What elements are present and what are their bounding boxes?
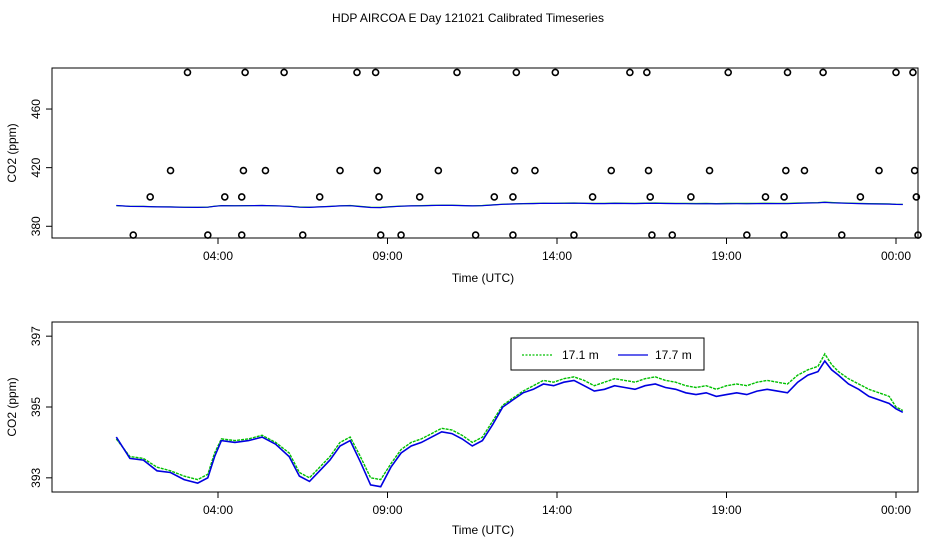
- x-tick-label: 00:00: [881, 249, 911, 263]
- calibration-point: [743, 231, 751, 239]
- calibration-point: [146, 193, 154, 201]
- x-tick-label: 19:00: [711, 503, 741, 517]
- calibration-point: [646, 193, 655, 201]
- legend-label-17-1m: 17.1 m: [562, 348, 599, 362]
- calibration-point: [643, 68, 651, 77]
- calibration-point: [471, 231, 480, 239]
- panel1-xlabel: Time (UTC): [452, 271, 514, 285]
- calibration-point: [783, 68, 792, 77]
- calibration-point: [668, 231, 677, 239]
- panel2-series-line: [115, 352, 904, 481]
- calibration-point: [280, 68, 288, 77]
- calibration-point: [724, 68, 732, 77]
- calibration-point: [837, 231, 846, 239]
- calibration-point: [626, 68, 634, 77]
- x-tick-label: 00:00: [881, 503, 911, 517]
- calibration-point: [509, 193, 517, 201]
- calibration-point: [371, 68, 380, 77]
- calibration-point: [588, 193, 597, 201]
- panel2-frame: [51, 321, 919, 493]
- y-tick-label: 397: [29, 326, 43, 346]
- legend: 17.1 m 17.7 m: [510, 337, 705, 371]
- x-tick-label: 09:00: [372, 249, 402, 263]
- figure-title: HDP AIRCOA E Day 121021 Calibrated Times…: [332, 11, 604, 25]
- calibration-point: [434, 166, 443, 175]
- calibration-point: [856, 193, 865, 201]
- calibration-point: [204, 231, 212, 239]
- calibration-point: [648, 231, 656, 239]
- calibration-point: [415, 193, 424, 201]
- calibration-point: [914, 231, 922, 239]
- calibration-point: [909, 68, 917, 77]
- calibration-point: [644, 166, 653, 175]
- calibration-point: [910, 166, 919, 175]
- calibration-point: [551, 68, 560, 77]
- calibration-point: [761, 193, 770, 201]
- calibration-point: [397, 231, 405, 239]
- panel2-xlabel: Time (UTC): [452, 523, 514, 537]
- panel1-ylabel: CO2 (ppm): [5, 123, 19, 182]
- x-tick-label: 09:00: [372, 503, 402, 517]
- x-tick-label: 14:00: [542, 249, 572, 263]
- calibration-point: [183, 68, 192, 77]
- panel1-series-line: [116, 201, 903, 208]
- calibration-point: [237, 193, 246, 201]
- calibration-point: [237, 231, 246, 239]
- panel2-series-lines: [115, 352, 904, 488]
- y-tick-label: 460: [29, 99, 43, 119]
- panel1-axes: 04:00 09:00 14:00 19:00 00:00 380 420 460: [29, 99, 911, 263]
- panel1-frame: [51, 67, 919, 239]
- legend-box: [510, 337, 705, 371]
- calibration-point: [780, 231, 788, 239]
- y-tick-label: 393: [29, 468, 43, 488]
- calibration-point: [607, 166, 616, 175]
- calibration-point: [570, 231, 578, 239]
- timeseries-panel: CO2 (ppm) Time (UTC) 04:00 09:00 14:00 19:0…: [5, 321, 919, 537]
- panel1-series-lines: [116, 201, 903, 209]
- calibration-point: [376, 231, 385, 239]
- calibration-point: [373, 166, 382, 175]
- calibration-point: [512, 68, 521, 77]
- calibration-point: [261, 166, 270, 175]
- panel1-series-line: [116, 201, 903, 209]
- calibration-point: [510, 166, 519, 175]
- calibration-point: [336, 166, 344, 175]
- panel1-calibration-points: [129, 68, 922, 239]
- calibration-point: [819, 68, 827, 77]
- calibration-point: [239, 166, 248, 175]
- calibration-point: [705, 166, 714, 175]
- calibration-point: [780, 193, 788, 201]
- panel2-ylabel: CO2 (ppm): [5, 377, 19, 436]
- x-tick-label: 14:00: [542, 503, 572, 517]
- calibration-point: [241, 68, 249, 77]
- calibration-point: [220, 193, 229, 201]
- y-tick-label: 395: [29, 397, 43, 417]
- calibration-point: [298, 231, 307, 239]
- calibration-panel: CO2 (ppm) Time (UTC) 04:00 09:00 14:00 19:0…: [5, 67, 922, 285]
- calibration-point: [353, 68, 361, 77]
- calibration-point: [912, 193, 921, 201]
- y-tick-label: 420: [29, 157, 43, 177]
- calibration-point: [166, 166, 175, 175]
- calibration-point: [800, 166, 809, 175]
- calibration-point: [129, 231, 138, 239]
- y-tick-label: 380: [29, 216, 43, 236]
- x-tick-label: 19:00: [711, 249, 741, 263]
- calibration-point: [375, 193, 383, 201]
- calibration-point: [531, 166, 539, 175]
- calibration-point: [687, 193, 695, 201]
- calibration-point: [892, 68, 900, 77]
- calibration-point: [490, 193, 499, 201]
- legend-label-17-7m: 17.7 m: [655, 348, 692, 362]
- calibration-point: [509, 231, 517, 239]
- calibration-point: [875, 166, 883, 175]
- panel2-series-line: [115, 359, 904, 488]
- calibration-point: [453, 68, 461, 77]
- x-tick-label: 04:00: [203, 249, 233, 263]
- calibration-point: [782, 166, 790, 175]
- calibration-point: [315, 193, 324, 201]
- panel2-axes: 04:00 09:00 14:00 19:00 00:00 393 395 397: [29, 326, 911, 517]
- x-tick-label: 04:00: [203, 503, 233, 517]
